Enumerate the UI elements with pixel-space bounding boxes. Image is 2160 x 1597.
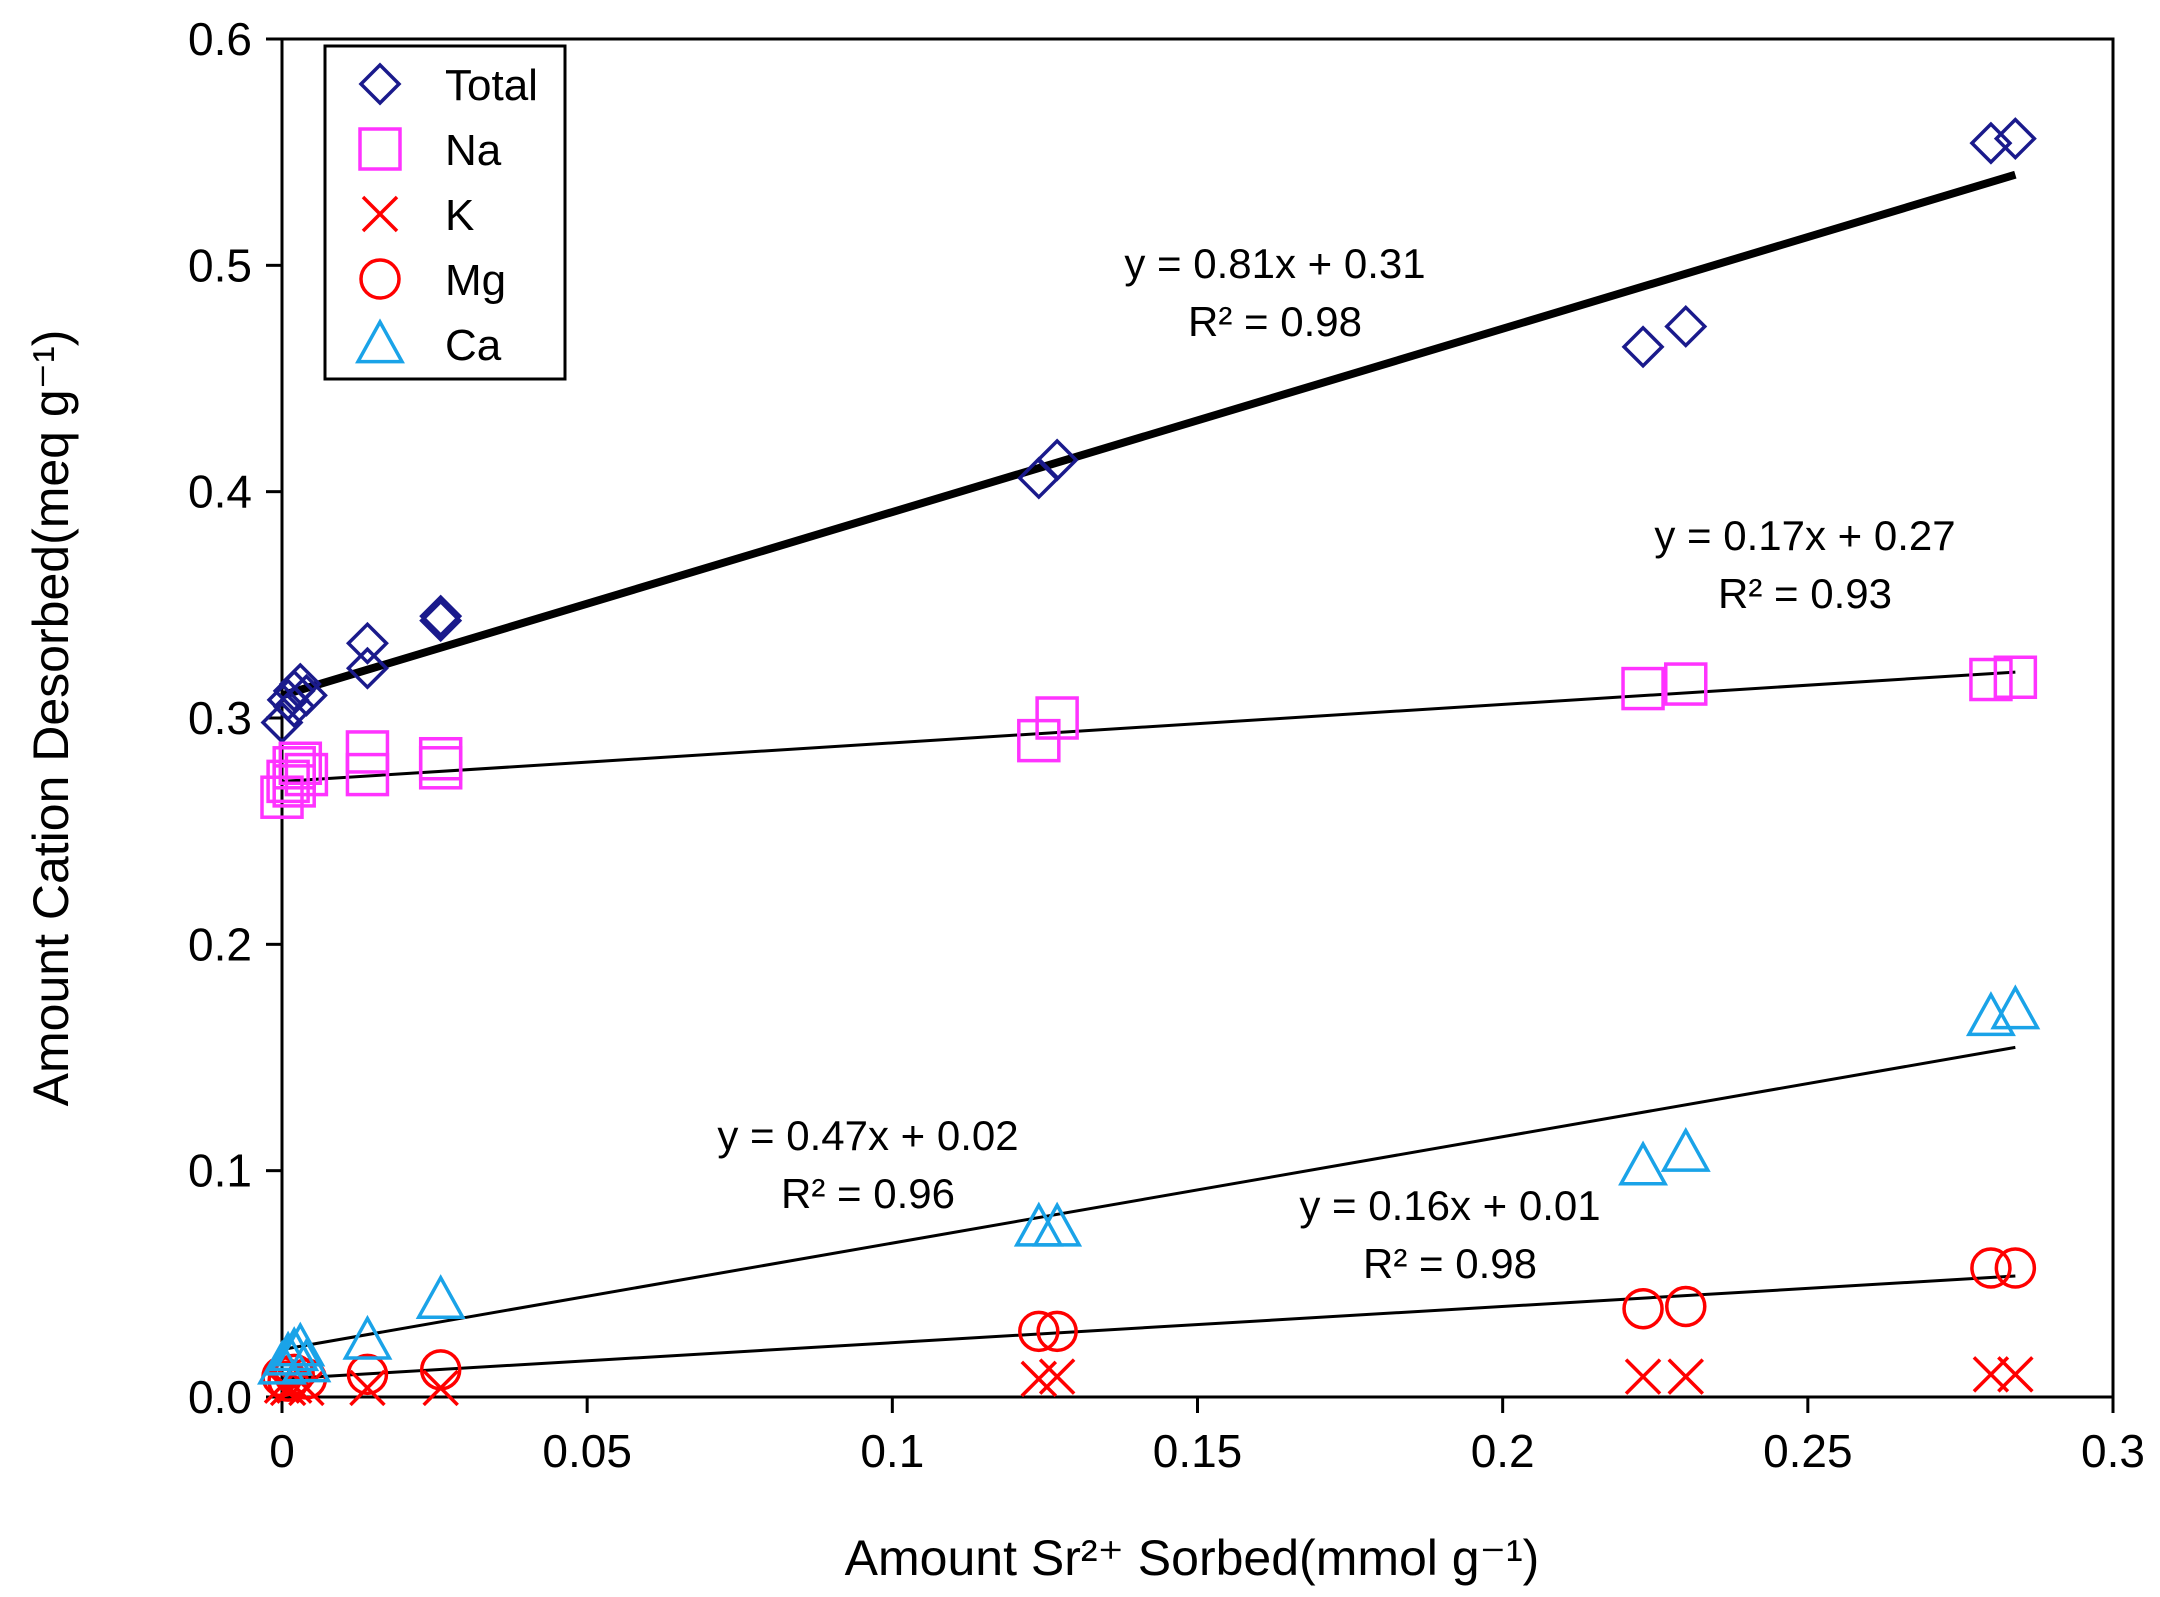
data-point-na <box>1035 696 1079 740</box>
legend-marker-ca <box>355 318 405 364</box>
data-point-na <box>1969 657 2013 702</box>
data-point-na <box>418 736 463 781</box>
data-point-total <box>1969 121 2013 165</box>
series-na <box>260 655 2038 819</box>
x-axis-title: Amount Sr²⁺ Sorbed(mmol g⁻¹) <box>845 1530 1540 1586</box>
trendline-equation-mg: y = 0.16x + 0.01 <box>1299 1182 1600 1229</box>
y-tick-label: 0.2 <box>188 918 252 970</box>
y-tick-label: 0.4 <box>188 466 252 518</box>
data-point-total <box>345 646 389 690</box>
x-tick-label: 0 <box>269 1425 295 1477</box>
data-point-mg <box>1970 1247 2012 1289</box>
y-tick-label: 0.0 <box>188 1371 252 1423</box>
data-point-ca <box>342 1314 393 1360</box>
trendline-equations: y = 0.81x + 0.31 R² = 0.98 y = 0.17x + 0.2… <box>717 240 1955 1287</box>
legend-label-k: K <box>445 191 474 240</box>
trendline-r2-na: R² = 0.93 <box>1718 570 1892 617</box>
series-mg <box>261 1247 2037 1402</box>
data-point-mg <box>419 1349 462 1391</box>
data-point-ca <box>1990 984 2041 1030</box>
data-point-total <box>272 685 316 729</box>
data-point-na <box>1664 662 1708 706</box>
data-point-mg <box>285 1358 328 1400</box>
trendline-total <box>280 170 2017 700</box>
data-point-mg <box>1018 1310 1060 1353</box>
data-point-total <box>419 599 463 643</box>
y-tick-label: 0.5 <box>188 239 252 291</box>
data-point-na <box>278 741 323 786</box>
data-point-mg <box>1665 1285 1707 1328</box>
data-point-total <box>345 621 389 665</box>
data-point-mg <box>346 1353 389 1396</box>
x-tick-label: 0.1 <box>860 1425 924 1477</box>
data-points <box>257 117 2041 1407</box>
data-point-k <box>1667 1358 1705 1395</box>
data-point-ca <box>415 1274 466 1320</box>
trendline-equation-total: y = 0.81x + 0.31 <box>1124 240 1425 287</box>
data-point-na <box>345 730 390 774</box>
x-tick-label: 0.3 <box>2081 1425 2145 1477</box>
x-tick-label: 0.15 <box>1153 1425 1243 1477</box>
trendline-ca <box>281 1045 2016 1351</box>
data-point-na <box>272 764 316 808</box>
x-tick-label: 0.2 <box>1471 1425 1535 1477</box>
legend-marker-na <box>358 127 402 171</box>
data-point-total <box>1993 117 2037 161</box>
legend-label-total: Total <box>445 61 538 110</box>
data-point-total <box>1621 325 1665 369</box>
legend-marker-k <box>361 195 399 233</box>
data-point-total <box>1035 438 1079 482</box>
y-tick-label: 0.6 <box>188 13 252 65</box>
data-point-ca <box>275 1321 326 1367</box>
legend-label-ca: Ca <box>445 321 502 370</box>
trendline-r2-ca: R² = 0.96 <box>781 1170 955 1217</box>
data-point-total <box>284 673 328 717</box>
trendline-equation-na: y = 0.17x + 0.27 <box>1654 512 1955 559</box>
series-ca <box>257 984 2041 1385</box>
data-point-k <box>1997 1356 2034 1393</box>
legend-marker-mg <box>359 258 401 300</box>
x-tick-label: 0.25 <box>1763 1425 1853 1477</box>
data-point-total <box>278 662 322 706</box>
data-point-na <box>284 752 329 797</box>
y-axis-ticks: 0.0 0.1 0.2 0.3 0.4 0.5 0.6 <box>188 13 282 1423</box>
data-point-ca <box>269 1326 320 1372</box>
y-tick-label: 0.1 <box>188 1145 252 1197</box>
data-point-na <box>1993 655 2038 700</box>
data-point-mg <box>1622 1287 1664 1330</box>
data-point-ca <box>1660 1126 1711 1172</box>
trendline-r2-total: R² = 0.98 <box>1188 298 1362 345</box>
data-point-k <box>349 1369 386 1407</box>
data-point-k <box>1624 1358 1662 1395</box>
trendline-na <box>281 670 2016 783</box>
data-point-na <box>345 752 390 797</box>
x-tick-label: 0.05 <box>542 1425 632 1477</box>
legend-label-mg: Mg <box>445 256 506 305</box>
data-point-ca <box>1032 1201 1083 1247</box>
legend-marker-total <box>358 62 402 106</box>
data-point-k <box>1038 1358 1076 1395</box>
data-point-ca <box>1618 1140 1669 1186</box>
data-point-ca <box>281 1337 332 1383</box>
trendline-mg <box>281 1274 2016 1381</box>
legend: Total Na K Mg Ca <box>323 44 567 381</box>
trendline-r2-mg: R² = 0.98 <box>1363 1240 1537 1287</box>
trendline-equation-ca: y = 0.47x + 0.02 <box>717 1112 1018 1159</box>
data-point-mg <box>1994 1247 2037 1289</box>
data-point-na <box>1621 666 1665 711</box>
data-point-total <box>1664 304 1708 348</box>
y-tick-label: 0.3 <box>188 692 252 744</box>
y-axis-title: Amount Cation Desorbed(meq g⁻¹) <box>23 330 79 1107</box>
data-point-total <box>419 594 463 638</box>
legend-box <box>323 44 567 381</box>
x-axis-ticks: 0 0.05 0.1 0.15 0.2 0.25 0.3 <box>269 1397 2145 1477</box>
legend-label-na: Na <box>445 126 502 175</box>
data-point-mg <box>1036 1310 1078 1353</box>
trendlines <box>280 170 2017 1381</box>
